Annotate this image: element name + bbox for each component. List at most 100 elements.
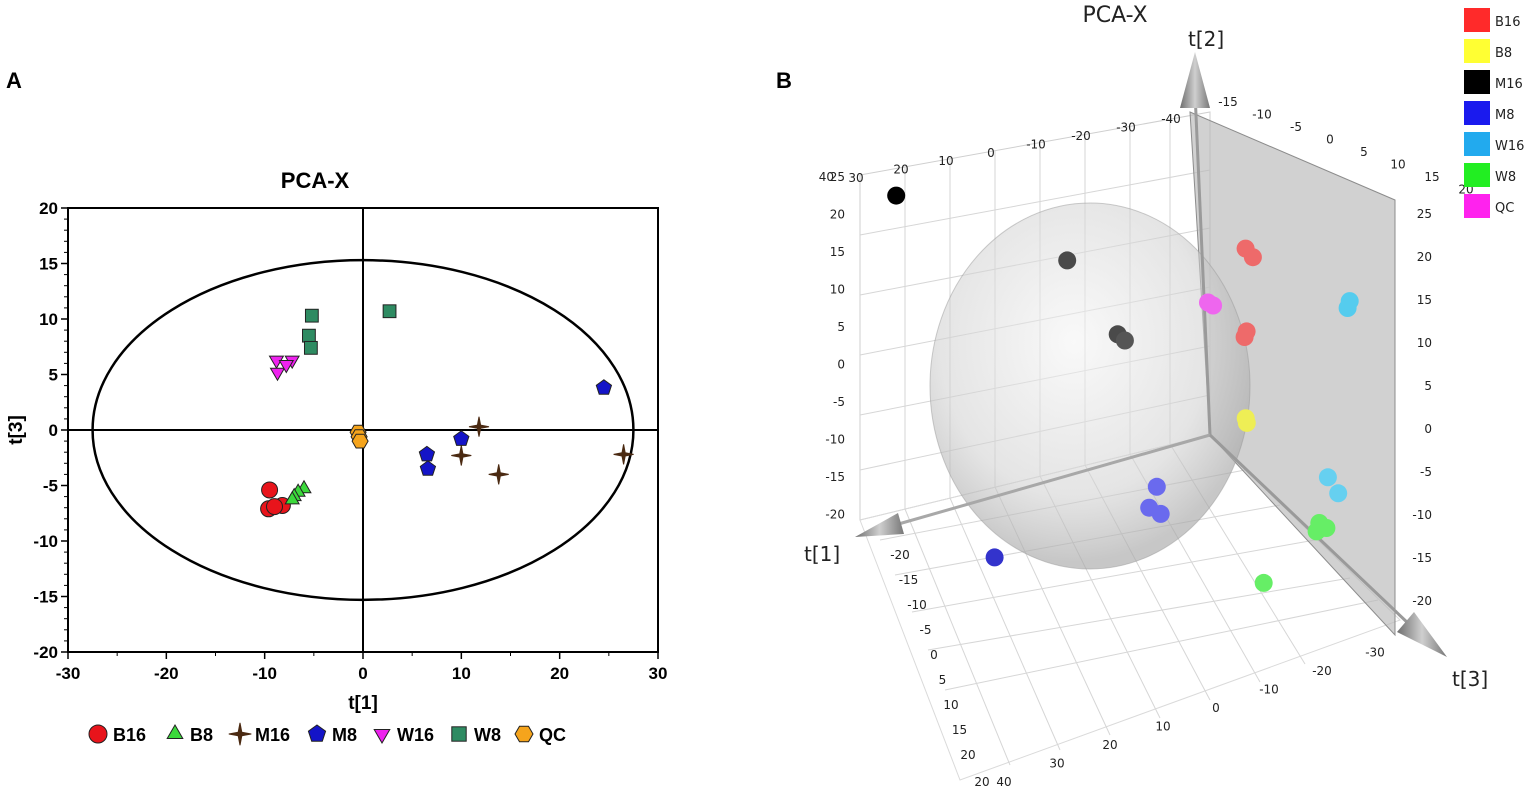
y-tick-label: -10: [33, 532, 58, 551]
tick-left-t2: 20: [830, 208, 845, 222]
point3d-m16: [887, 186, 906, 205]
tick-right-t2: 0: [1424, 422, 1432, 436]
legend3d-swatch-w8: [1464, 163, 1490, 187]
tick-left-t2: 5: [837, 320, 845, 334]
chart-b-points: [887, 186, 1359, 592]
point-m16: [468, 416, 490, 437]
y-tick-label: 20: [39, 199, 58, 218]
y-tick-label: 10: [39, 310, 58, 329]
x-tick-label: 20: [550, 664, 569, 683]
point3d-m16: [1115, 331, 1134, 350]
legend-label-b8: B8: [190, 725, 213, 745]
x-tick-label: 30: [649, 664, 668, 683]
tick-left-t1: 0: [930, 648, 938, 662]
point-w8: [303, 340, 318, 355]
legend-marker-b8: [166, 724, 184, 739]
tick-left-t1: -15: [899, 573, 919, 587]
tick-bottom-t1: 20: [1102, 738, 1117, 752]
legend3d-swatch-b16: [1464, 8, 1490, 32]
pca-3d-chart: PCA-X: [804, 3, 1524, 789]
legend-marker-m16: [228, 722, 252, 746]
tick-top-t3: 0: [1326, 133, 1334, 147]
point3d-b8: [1237, 413, 1256, 432]
x-tick-label: 10: [452, 664, 471, 683]
t2-axis-arrow: [1180, 52, 1210, 108]
tick-right-t2: -5: [1420, 465, 1432, 479]
point3d-m8: [1147, 477, 1166, 496]
tick-right-t2: 10: [1417, 336, 1432, 350]
tick-left-extra: 40: [819, 170, 834, 184]
chart-b-confidence-sphere: [929, 202, 1251, 570]
tick-left-t1: 20: [960, 748, 975, 762]
legend3d-label-w8: W8: [1495, 170, 1516, 185]
point-m8: [418, 445, 436, 462]
chart-a-hotelling-ellipse: [91, 258, 635, 602]
tick-right-t2: -15: [1412, 551, 1432, 565]
tick-top-t3: -5: [1290, 120, 1302, 134]
tick-bottom-t1: -10: [1259, 683, 1279, 697]
tick-left-t2: -20: [825, 508, 845, 522]
y-tick-label: 0: [49, 421, 58, 440]
legend3d-swatch-b8: [1464, 39, 1490, 63]
legend-label-qc: QC: [539, 725, 566, 745]
point3d-qc: [1204, 296, 1223, 315]
tick-left-t2: -15: [825, 470, 845, 484]
point3d-m8: [985, 548, 1004, 567]
legend3d-label-qc: QC: [1495, 201, 1514, 216]
tick-top-t1: 0: [987, 146, 995, 160]
chart-b-axis-label-t3: t[3]: [1452, 667, 1488, 691]
tick-bottom-t1: -30: [1365, 646, 1385, 660]
point-w8: [304, 308, 319, 323]
point3d-w16: [1340, 292, 1359, 311]
tick-top-t1: -20: [1071, 129, 1091, 143]
point3d-b16: [1237, 322, 1256, 341]
point-w8: [302, 328, 316, 343]
tick-bottom-t1: 40: [996, 775, 1011, 789]
tick-top-t3: -10: [1252, 108, 1272, 122]
panel-letter-b: B: [776, 68, 792, 93]
tick-bottom-t1: 0: [1212, 701, 1220, 715]
legend3d-label-b8: B8: [1495, 46, 1512, 61]
tick-top-t1: -10: [1026, 137, 1046, 151]
tick-right-t2: 15: [1417, 293, 1432, 307]
legend3d-swatch-m8: [1464, 101, 1490, 125]
legend3d-label-b16: B16: [1495, 15, 1520, 30]
chart-a-xlabel: t[1]: [348, 693, 378, 714]
point-w16: [278, 360, 295, 374]
tick-bottom-extra: 20: [974, 775, 989, 789]
point-b16: [266, 498, 283, 516]
tick-right-t2: 5: [1424, 379, 1432, 393]
legend-marker-m8: [307, 724, 327, 742]
tick-top-t1: -40: [1161, 112, 1181, 126]
legend3d-label-m16: M16: [1495, 77, 1523, 92]
legend-label-b16: B16: [113, 725, 146, 745]
tick-top-t3: 15: [1424, 170, 1439, 184]
chart-a-ylabel: t[3]: [6, 415, 27, 445]
chart-a-title: PCA-X: [281, 168, 350, 193]
y-tick-label: 15: [39, 255, 58, 274]
point-qc: [351, 433, 369, 449]
tick-left-t2: -10: [825, 433, 845, 447]
tick-left-t1: 15: [952, 723, 967, 737]
point3d-w8: [1307, 522, 1326, 541]
legend-marker-b16: [88, 724, 108, 744]
point3d-w16: [1318, 468, 1337, 487]
chart-a-legend: B16 B8 M16 M8 W16 W8 QC: [88, 722, 566, 746]
legend3d-swatch-qc: [1464, 194, 1490, 218]
x-tick-label: 0: [358, 664, 367, 683]
tick-bottom-t1: 10: [1155, 720, 1170, 734]
t3-axis-arrow: [1397, 612, 1447, 657]
legend-label-w8: W8: [474, 725, 501, 745]
point-b8: [284, 490, 300, 505]
legend3d-swatch-w16: [1464, 132, 1490, 156]
tick-right-t2: 20: [1417, 250, 1432, 264]
tick-right-t2: 25: [1417, 207, 1432, 221]
tick-right-t2: -20: [1412, 594, 1432, 608]
legend3d-swatch-m16: [1464, 70, 1490, 94]
x-tick-label: -30: [56, 664, 81, 683]
legend-label-m16: M16: [255, 725, 290, 745]
point-m8: [453, 430, 470, 446]
chart-a-points: [260, 304, 634, 518]
tick-top-t1: 10: [938, 154, 953, 168]
